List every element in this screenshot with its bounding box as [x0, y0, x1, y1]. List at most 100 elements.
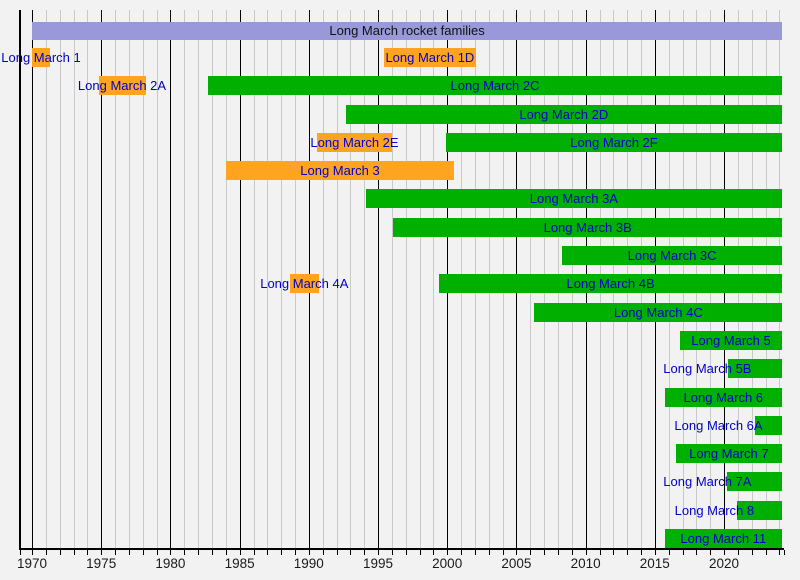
- axis-tick: [765, 550, 767, 555]
- axis-tick-label-1970: 1970: [16, 556, 48, 571]
- rocket-bar-long-march-8: [736, 500, 783, 520]
- grid-line-1987: [267, 10, 269, 549]
- axis-tick: [45, 550, 47, 555]
- rocket-bar-label-long-march-6: Long March 6: [683, 389, 764, 405]
- rocket-bar-label-long-march-1d: Long March 1D: [385, 49, 475, 65]
- axis-tick: [502, 550, 504, 555]
- grid-line-1996: [391, 10, 393, 549]
- axis-tick-label-1975: 1975: [86, 556, 117, 571]
- rocket-bar-long-march-2a: [98, 76, 146, 96]
- axis-tick: [571, 550, 573, 555]
- axis-tick: [433, 550, 435, 555]
- axis-tick: [668, 550, 670, 555]
- axis-tick: [128, 550, 130, 555]
- axis-tick-label-1990: 1990: [293, 556, 324, 571]
- rocket-bar-long-march-3b: [393, 217, 783, 237]
- rocket-bar-label-long-march-3: Long March 3: [300, 163, 380, 179]
- rocket-bar-label-long-march-4a: Long March 4A: [260, 276, 349, 292]
- family-bar: Long March rocket families: [32, 22, 783, 40]
- grid-line-1988: [281, 10, 283, 549]
- rocket-bar-label-long-march-8: Long March 8: [674, 502, 755, 518]
- axis-tick: [783, 550, 785, 555]
- rocket-bar-label-long-march-5: Long March 5: [691, 332, 771, 348]
- grid-line-1999: [433, 10, 435, 549]
- grid-line-1995: [378, 10, 379, 549]
- axis-tick-label-2000: 2000: [432, 556, 463, 571]
- axis-tick: [336, 550, 338, 555]
- axis-tick: [516, 550, 518, 555]
- axis-tick-label-1995: 1995: [362, 556, 394, 571]
- axis-tick: [308, 550, 310, 555]
- grid-line-1985: [239, 10, 241, 549]
- rocket-bar-long-march-4a: [290, 274, 319, 294]
- grid-line-1986: [253, 10, 255, 549]
- axis-tick: [32, 550, 33, 555]
- rocket-bar-long-march-5: [679, 330, 783, 350]
- rocket-bar-label-long-march-2d: Long March 2D: [519, 106, 609, 122]
- axis-tick: [87, 550, 89, 555]
- grid-line-1981: [184, 10, 186, 549]
- grid-line-1993: [350, 10, 352, 549]
- rocket-bar-label-long-march-2c: Long March 2C: [450, 78, 540, 94]
- axis-tick: [447, 550, 449, 555]
- rocket-bar-long-march-11: [664, 529, 783, 548]
- axis-tick: [212, 550, 213, 555]
- axis-tick: [419, 550, 421, 555]
- axis-tick: [73, 550, 75, 555]
- axis-tick: [391, 550, 393, 555]
- grid-line-1971: [45, 10, 47, 549]
- axis-tick: [267, 550, 269, 555]
- axis-tick: [682, 550, 684, 555]
- rocket-bar-label-long-march-3b: Long March 3B: [543, 219, 632, 235]
- axis-tick: [613, 550, 615, 555]
- grid-line-1994: [364, 10, 366, 549]
- rocket-bar-long-march-6: [664, 387, 783, 407]
- axis-tick: [544, 550, 546, 555]
- grid-line-1979: [156, 10, 158, 549]
- rocket-bar-long-march-5b: [728, 359, 783, 379]
- grid-line-1974: [87, 10, 89, 549]
- axis-tick: [710, 550, 712, 555]
- axis-tick: [461, 550, 463, 555]
- rocket-bar-label-long-march-7a: Long March 7A: [663, 474, 752, 490]
- grid-line-1982: [198, 10, 200, 549]
- axis-tick: [253, 550, 255, 555]
- axis-tick: [378, 550, 379, 555]
- axis-tick-label-2020: 2020: [708, 556, 740, 571]
- axis-left-spine: [19, 10, 21, 549]
- rocket-bar-long-march-7: [675, 444, 783, 464]
- axis-tick: [737, 550, 739, 555]
- axis-tick: [654, 550, 656, 555]
- rocket-bar-long-march-3c: [562, 246, 783, 265]
- rocket-bar-label-long-march-3c: Long March 3C: [627, 248, 717, 263]
- family-bar-label: Long March rocket families: [329, 23, 485, 38]
- rocket-bar-label-long-march-4b: Long March 4B: [566, 276, 655, 292]
- rocket-bar-long-march-3a: [365, 189, 783, 209]
- axis-tick-label-2015: 2015: [639, 556, 670, 571]
- rocket-bar-label-long-march-7: Long March 7: [689, 446, 769, 462]
- axis-tick: [696, 550, 698, 555]
- axis-tick-label-1980: 1980: [155, 556, 186, 571]
- axis-tick: [488, 550, 490, 555]
- axis-tick: [198, 550, 200, 555]
- axis-tick: [59, 550, 61, 555]
- rocket-bar-label-long-march-2e: Long March 2E: [310, 134, 399, 150]
- rocket-bar-long-march-4b: [438, 274, 783, 294]
- axis-tick: [142, 550, 144, 555]
- grid-line-1977: [128, 10, 130, 549]
- axis-tick: [115, 550, 117, 555]
- rocket-bar-long-march-2e: [317, 132, 392, 152]
- grid-line-1976: [115, 10, 117, 549]
- rocket-bar-label-long-march-6a: Long March 6A: [674, 417, 763, 433]
- rocket-bar-long-march-2c: [207, 76, 783, 96]
- axis-tick-label-1985: 1985: [224, 556, 255, 571]
- axis-tick: [558, 550, 559, 555]
- axis-tick: [751, 550, 753, 555]
- rocket-bar-label-long-march-3a: Long March 3A: [529, 191, 618, 207]
- axis-tick: [281, 550, 283, 555]
- axis-tick: [364, 550, 366, 555]
- axis-tick-label-2010: 2010: [570, 556, 601, 571]
- axis-tick: [779, 550, 781, 555]
- grid-line-1997: [405, 10, 407, 549]
